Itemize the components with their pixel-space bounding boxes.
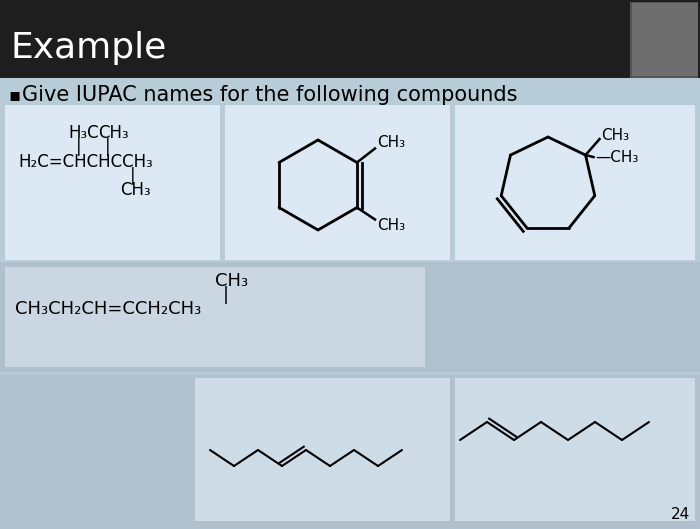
Text: 24: 24 bbox=[671, 507, 690, 522]
Text: Example: Example bbox=[10, 31, 167, 66]
Text: CH₃CH₂CH=CCH₂CH₃: CH₃CH₂CH=CCH₂CH₃ bbox=[15, 300, 202, 318]
Bar bbox=[632, 3, 698, 76]
Text: H₃C: H₃C bbox=[68, 124, 99, 142]
Text: |: | bbox=[223, 286, 229, 304]
Bar bbox=[0, 78, 700, 529]
Text: |: | bbox=[130, 167, 136, 185]
Bar bbox=[5, 267, 425, 367]
Bar bbox=[0, 375, 700, 529]
Text: —CH₃: —CH₃ bbox=[596, 150, 639, 165]
Bar bbox=[455, 378, 695, 521]
Bar bbox=[630, 2, 698, 78]
Bar bbox=[5, 105, 220, 260]
Bar bbox=[225, 105, 450, 260]
Bar bbox=[195, 378, 450, 521]
Text: |: | bbox=[105, 138, 111, 156]
Text: CH₃: CH₃ bbox=[120, 181, 150, 199]
Bar bbox=[455, 105, 695, 260]
Text: Give IUPAC names for the following compounds: Give IUPAC names for the following compo… bbox=[22, 85, 517, 105]
Bar bbox=[0, 0, 700, 78]
Text: CH₃: CH₃ bbox=[377, 135, 405, 150]
Text: CH₃: CH₃ bbox=[215, 272, 248, 290]
Text: CH₃: CH₃ bbox=[601, 127, 630, 143]
Text: CH₃: CH₃ bbox=[98, 124, 129, 142]
Bar bbox=[0, 262, 700, 372]
Text: |: | bbox=[76, 138, 82, 156]
Text: CH₃: CH₃ bbox=[377, 218, 405, 233]
Text: H₂C=CHCHCCH₃: H₂C=CHCHCCH₃ bbox=[18, 153, 153, 171]
Text: ▪: ▪ bbox=[8, 86, 20, 104]
